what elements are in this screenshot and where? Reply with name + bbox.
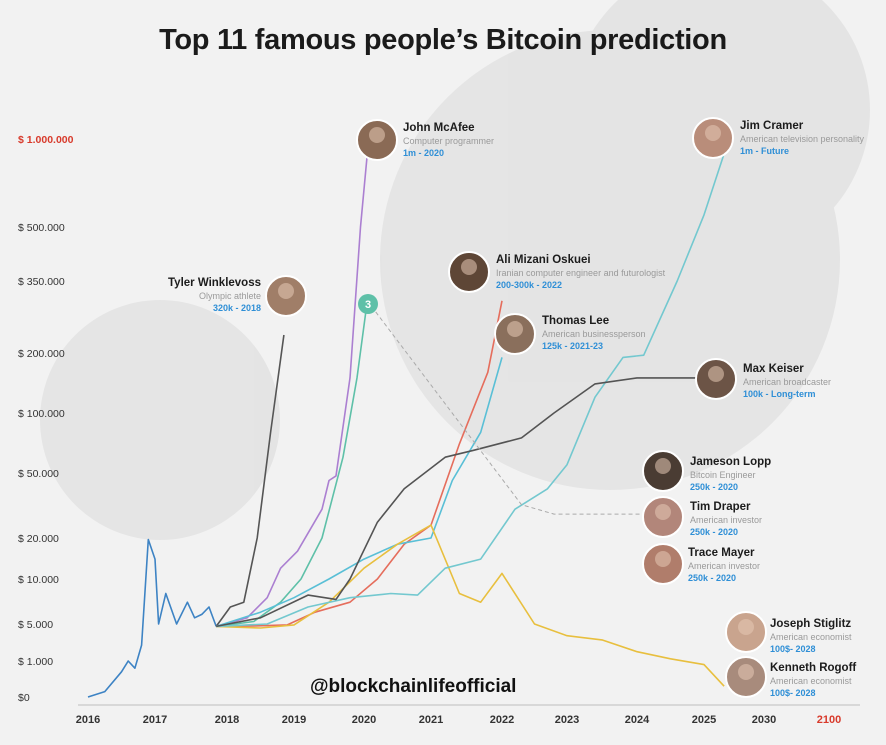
x-tick-label: 2020 xyxy=(352,714,376,726)
series-line-6 xyxy=(216,524,725,687)
person-name: Tyler Winklevoss xyxy=(168,277,261,289)
person-avatar-face xyxy=(738,664,754,680)
marker-label: 3 xyxy=(365,299,371,311)
series-line-7 xyxy=(216,153,725,628)
person-role: Olympic athlete xyxy=(199,291,261,301)
person-avatar-face xyxy=(708,366,724,382)
person-avatar-face xyxy=(738,619,754,635)
person-role: American economist xyxy=(770,676,852,686)
y-tick-label: $ 10.000 xyxy=(18,574,59,586)
x-tick-label: 2030 xyxy=(752,714,776,726)
person-role: Bitcoin Engineer xyxy=(690,470,756,480)
x-tick-label: 2100 xyxy=(817,714,841,726)
chart-title: Top 11 famous people’s Bitcoin predictio… xyxy=(159,24,727,56)
series-line-1 xyxy=(215,334,285,627)
series-line-4 xyxy=(216,300,503,628)
series-line-0 xyxy=(87,538,217,698)
marker-badge xyxy=(358,294,378,314)
series-line-9 xyxy=(366,300,648,515)
y-tick-label: $ 20.000 xyxy=(18,533,59,545)
person-avatar-face xyxy=(461,259,477,275)
person-prediction: 1m - Future xyxy=(740,146,789,156)
y-tick-label: $ 350.000 xyxy=(18,276,65,288)
y-tick-label: $ 5.000 xyxy=(18,619,53,631)
x-tick-label: 2023 xyxy=(555,714,579,726)
person-name: Max Keiser xyxy=(743,363,804,375)
person-name: Thomas Lee xyxy=(542,315,609,327)
x-tick-label: 2025 xyxy=(692,714,716,726)
person-prediction: 250k - 2020 xyxy=(690,482,738,492)
person-name: Tim Draper xyxy=(690,501,751,513)
person-role: American investor xyxy=(688,561,760,571)
person-annotation: Thomas Lee American businessperson 125k - … xyxy=(494,313,646,355)
series-line-5 xyxy=(215,357,503,628)
person-avatar-face xyxy=(655,551,671,567)
person-annotation: Jim Cramer American television personalit… xyxy=(692,117,865,159)
person-avatar-face xyxy=(655,458,671,474)
x-tick-label: 2021 xyxy=(419,714,443,726)
person-prediction: 320k - 2018 xyxy=(213,303,261,313)
person-avatar-face xyxy=(369,127,385,143)
person-annotation: Max Keiser American broadcaster 100k - Lon… xyxy=(695,358,831,400)
person-role: American investor xyxy=(690,515,762,525)
person-name: John McAfee xyxy=(403,122,475,134)
y-tick-label: $ 100.000 xyxy=(18,408,65,420)
person-name: Trace Mayer xyxy=(688,547,755,559)
person-role: Iranian computer engineer and futurologi… xyxy=(496,268,666,278)
person-role: Computer programmer xyxy=(403,136,494,146)
watermark-handle: @blockchainlifeofficial xyxy=(310,676,517,697)
y-tick-label: $ 50.000 xyxy=(18,468,59,480)
person-avatar-face xyxy=(278,283,294,299)
series-line-2 xyxy=(215,153,369,628)
person-name: Jameson Lopp xyxy=(690,456,771,468)
person-prediction: 100k - Long-term xyxy=(743,389,816,399)
person-prediction: 100$- 2028 xyxy=(770,644,816,654)
y-tick-label: $0 xyxy=(18,692,30,704)
x-tick-label: 2022 xyxy=(490,714,514,726)
person-name: Ali Mizani Oskuei xyxy=(496,254,591,266)
series-line-8 xyxy=(216,377,704,628)
person-avatar-face xyxy=(705,125,721,141)
person-role: American broadcaster xyxy=(743,377,831,387)
person-role: American economist xyxy=(770,632,852,642)
person-annotation: Joseph Stiglitz American economist 100$- 2… xyxy=(725,611,852,654)
x-tick-label: 2024 xyxy=(625,714,650,726)
person-annotation: Ali Mizani Oskuei Iranian computer engine… xyxy=(448,251,666,293)
y-tick-label: $ 500.000 xyxy=(18,222,65,234)
person-prediction: 250k - 2020 xyxy=(690,527,738,537)
person-name: Jim Cramer xyxy=(740,120,804,132)
person-prediction: 100$- 2028 xyxy=(770,688,816,698)
person-annotation: Tyler Winklevoss Olympic athlete 320k - 20… xyxy=(168,275,307,317)
person-prediction: 125k - 2021-23 xyxy=(542,341,603,351)
y-tick-label: $ 1.000 xyxy=(18,656,53,668)
watermark-shape-2 xyxy=(40,300,280,540)
person-annotation: Tim Draper American investor 250k - 2020 xyxy=(642,496,762,538)
person-avatar-face xyxy=(507,321,523,337)
person-prediction: 1m - 2020 xyxy=(403,148,444,158)
person-prediction: 200-300k - 2022 xyxy=(496,280,562,290)
x-tick-label: 2016 xyxy=(76,714,100,726)
person-role: American businessperson xyxy=(542,329,646,339)
x-tick-label: 2017 xyxy=(143,714,167,726)
x-tick-label: 2019 xyxy=(282,714,306,726)
person-role: American television personality xyxy=(740,134,865,144)
person-annotation: Kenneth Rogoff American economist 100$- 20… xyxy=(725,656,856,698)
person-avatar-face xyxy=(655,504,671,520)
y-tick-label: $ 200.000 xyxy=(18,348,65,360)
y-tick-label: $ 1.000.000 xyxy=(18,134,74,146)
person-name: Joseph Stiglitz xyxy=(770,618,851,630)
person-prediction: 250k - 2020 xyxy=(688,573,736,583)
person-name: Kenneth Rogoff xyxy=(770,662,856,674)
x-tick-label: 2018 xyxy=(215,714,239,726)
person-annotation: Jameson Lopp Bitcoin Engineer 250k - 2020 xyxy=(642,450,771,492)
person-annotation: Trace Mayer American investor 250k - 2020 xyxy=(642,543,760,585)
person-annotation: John McAfee Computer programmer 1m - 2020 xyxy=(356,119,494,161)
